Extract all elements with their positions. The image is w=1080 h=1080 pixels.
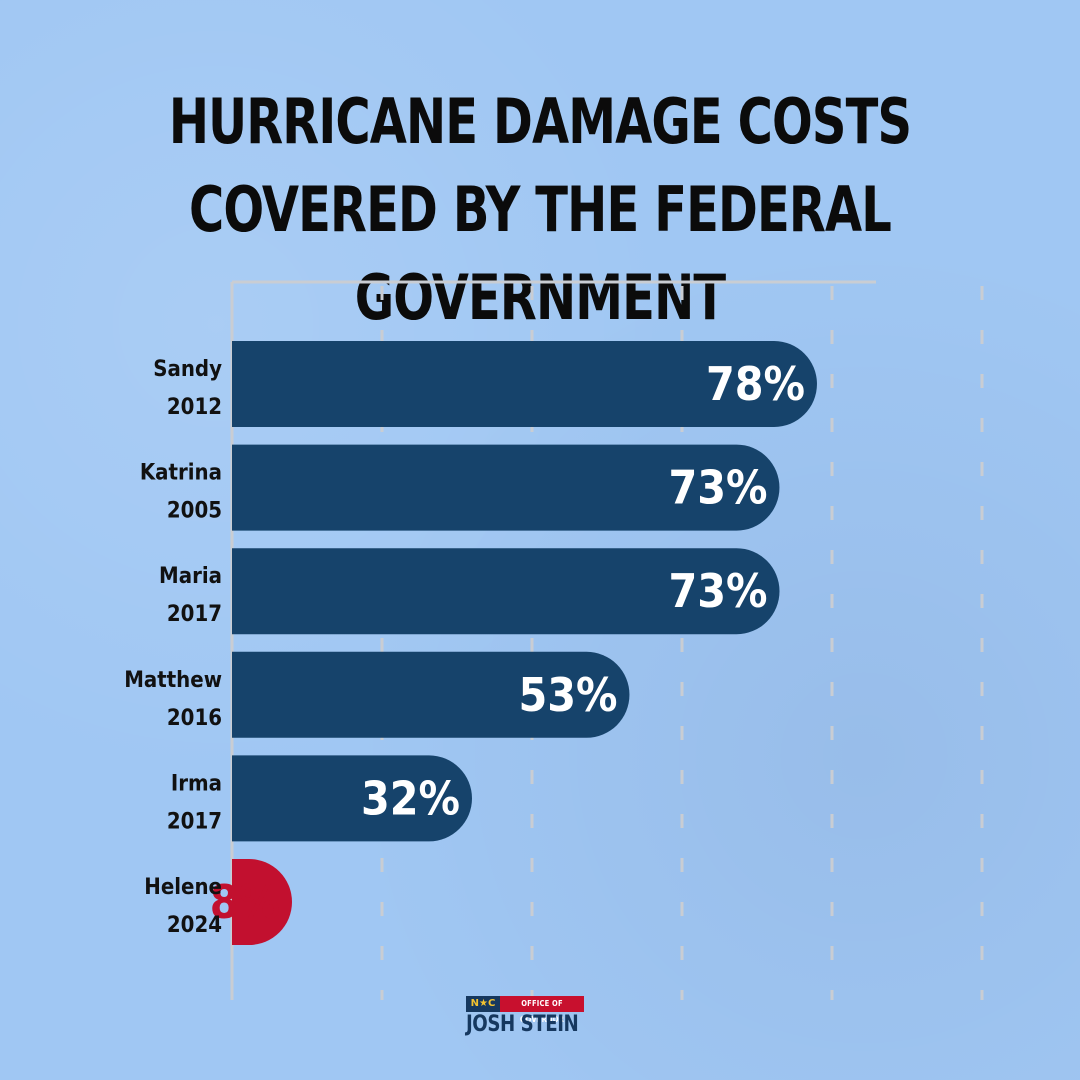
- bar: [232, 341, 817, 427]
- value-label: 73%: [668, 564, 767, 618]
- value-label: 78%: [706, 357, 805, 411]
- state-mark: N★C: [466, 996, 500, 1012]
- value-label: 73%: [668, 461, 767, 515]
- value-label: 32%: [361, 771, 460, 825]
- bar: [232, 651, 630, 738]
- category-label: Irma 2017: [167, 771, 222, 834]
- category-label: Matthew 2016: [124, 668, 222, 731]
- governor-logo: N★C Office of Governor JOSH STEIN: [466, 996, 584, 1037]
- bar: [232, 444, 780, 531]
- bar: [232, 755, 472, 842]
- governor-name: JOSH STEIN: [466, 1012, 579, 1037]
- category-label: Helene 2024: [144, 875, 222, 938]
- category-label: Maria 2017: [159, 564, 222, 627]
- category-label: Katrina 2005: [140, 461, 222, 524]
- chart-title: HURRICANE DAMAGE COSTS COVERED BY THE FE…: [168, 85, 912, 334]
- bar: [232, 548, 780, 635]
- category-label: Sandy 2012: [153, 357, 222, 420]
- bar: [232, 859, 292, 945]
- office-label: Office of Governor: [500, 996, 584, 1024]
- value-label: 53%: [518, 668, 617, 722]
- value-label: 8%: [210, 875, 280, 929]
